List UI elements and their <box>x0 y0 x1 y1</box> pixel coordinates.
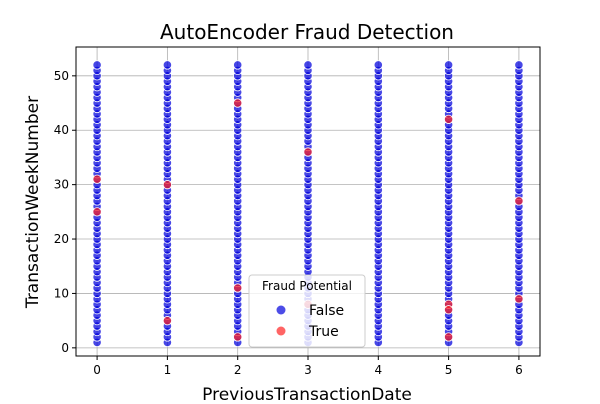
data-point-true <box>92 207 102 217</box>
y-tick-label: 40 <box>54 123 69 137</box>
legend-label-true: True <box>308 324 339 340</box>
chart-title: AutoEncoder Fraud Detection <box>160 20 454 44</box>
data-point-true <box>233 98 243 108</box>
y-tick-label: 30 <box>54 178 69 192</box>
data-point-true <box>514 196 524 206</box>
data-point-true <box>162 180 172 190</box>
data-point-false <box>92 60 102 70</box>
x-tick-label: 2 <box>234 363 242 377</box>
y-tick-label: 0 <box>61 341 69 355</box>
x-axis-label: PreviousTransactionDate <box>202 385 412 400</box>
data-point-false <box>373 60 383 70</box>
y-tick-label: 20 <box>54 232 69 246</box>
data-point-true <box>92 174 102 184</box>
legend: Fraud Potential False True <box>248 274 366 348</box>
data-point-false <box>514 60 524 70</box>
x-tick-label: 0 <box>93 363 101 377</box>
data-point-false <box>444 60 454 70</box>
data-point-true <box>303 147 313 157</box>
data-point-false <box>162 60 172 70</box>
data-point-true <box>514 294 524 304</box>
data-point-false <box>233 60 243 70</box>
data-point-true <box>162 316 172 326</box>
y-tick-label: 10 <box>54 286 69 300</box>
legend-title: Fraud Potential <box>262 279 352 293</box>
x-axis-ticks: 0 1 2 3 4 5 6 <box>93 356 523 377</box>
x-tick-label: 1 <box>164 363 172 377</box>
data-point-false <box>303 60 313 70</box>
x-tick-label: 6 <box>515 363 523 377</box>
data-point-true <box>444 305 454 315</box>
data-point-true <box>444 114 454 124</box>
y-tick-label: 50 <box>54 69 69 83</box>
series-false-points <box>92 60 524 347</box>
legend-marker-false <box>276 305 286 315</box>
legend-label-false: False <box>309 303 344 319</box>
legend-marker-true <box>276 326 286 336</box>
x-tick-label: 4 <box>374 363 382 377</box>
x-tick-label: 3 <box>304 363 312 377</box>
data-point-true <box>444 332 454 342</box>
y-axis-ticks: 0 10 20 30 40 50 <box>54 69 76 355</box>
data-point-true <box>233 332 243 342</box>
y-axis-label: TransactionWeekNumber <box>23 96 43 309</box>
x-tick-label: 5 <box>445 363 453 377</box>
data-point-true <box>233 283 243 293</box>
